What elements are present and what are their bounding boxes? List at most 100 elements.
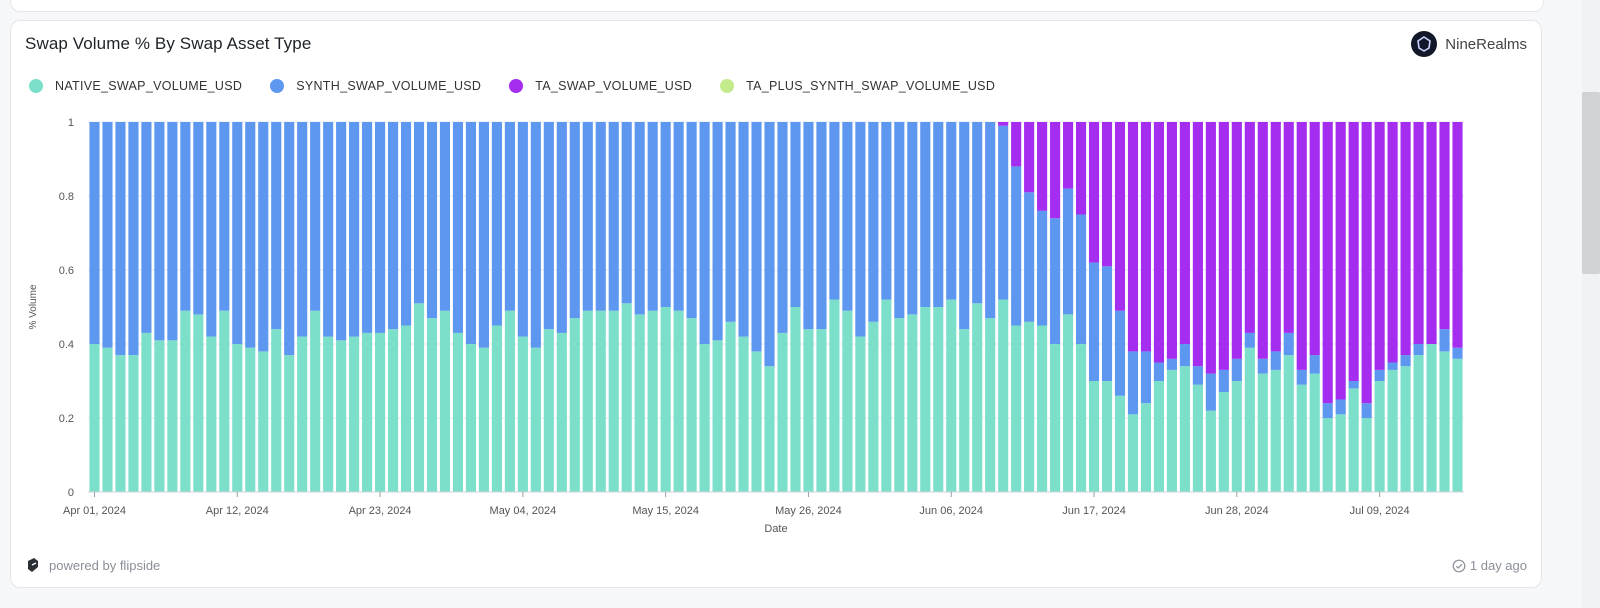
bar-segment (660, 122, 671, 307)
x-axis-title: Date (764, 523, 787, 535)
bar-segment (426, 318, 438, 492)
bar-segment (816, 329, 827, 492)
legend-item[interactable]: SYNTH_SWAP_VOLUME_USD (270, 79, 481, 93)
bar-segment (1374, 122, 1385, 370)
bar-segment (1257, 122, 1268, 359)
bar-segment (881, 122, 892, 300)
bar-segment (1088, 262, 1100, 381)
bar-segment (1037, 325, 1048, 492)
bar-segment (1024, 122, 1035, 193)
bar-segment (920, 307, 931, 492)
x-tick-label: May 15, 2024 (632, 505, 699, 517)
bar-segment (465, 344, 477, 492)
legend-item[interactable]: TA_SWAP_VOLUME_USD (509, 79, 692, 93)
bar-segment (621, 122, 632, 304)
bar-segment (232, 344, 243, 492)
bar-segment (180, 122, 191, 311)
bar-segment (504, 310, 515, 492)
brand[interactable]: NineRealms (1411, 31, 1527, 57)
x-tick-label: Jun 06, 2024 (919, 505, 983, 517)
bar-segment (1400, 355, 1411, 367)
bar-segment (712, 340, 723, 492)
bar-segment (465, 122, 477, 344)
bar-segment (803, 122, 814, 330)
bar-segment (1335, 414, 1346, 492)
bar-segment (245, 122, 256, 348)
bar-segment (1374, 369, 1385, 381)
bar-segment (829, 122, 840, 300)
bar-segment (1426, 122, 1437, 344)
bar-segment (128, 355, 139, 492)
bar-segment (323, 336, 334, 492)
bar-segment (504, 122, 515, 311)
bar-segment (1101, 122, 1113, 267)
bar-segment (699, 122, 710, 344)
bar-segment (673, 122, 684, 311)
bar-segment (1348, 381, 1359, 389)
bar-segment (790, 122, 801, 307)
bar-segment (478, 122, 489, 348)
bar-segment (1231, 122, 1242, 359)
bar-segment (284, 122, 295, 356)
bar-segment (102, 347, 113, 492)
bar-segment (128, 122, 139, 356)
bar-segment (1024, 321, 1035, 492)
bar-segment (245, 347, 256, 492)
bar-segment (1101, 381, 1113, 492)
legend-item[interactable]: NATIVE_SWAP_VOLUME_USD (29, 79, 242, 93)
bar-segment (634, 314, 645, 492)
bar-segment (413, 122, 425, 304)
bar-segment (1192, 366, 1203, 385)
bar-segment (452, 122, 464, 333)
bar-segment (1179, 122, 1190, 344)
bar-segment (1140, 122, 1152, 352)
bar-segment (985, 318, 996, 492)
bar-segment (1413, 122, 1424, 344)
bar-segment (154, 340, 165, 492)
updated-status: 1 day ago (1452, 558, 1527, 573)
bar-segment (1361, 418, 1372, 492)
bar-segment (907, 314, 918, 492)
page-scroll-track[interactable] (1582, 0, 1600, 608)
bar-segment (1153, 362, 1165, 381)
bar-segment (582, 310, 593, 492)
bar-segment (1413, 344, 1424, 356)
bar-segment (387, 122, 399, 330)
bar-segment (933, 307, 944, 492)
bar-segment (1335, 122, 1346, 400)
bar-segment (1114, 122, 1126, 311)
bar-segment (608, 122, 619, 311)
bar-segment (349, 336, 360, 492)
y-tick-label: 1 (68, 117, 74, 129)
legend-item[interactable]: TA_PLUS_SYNTH_SWAP_VOLUME_USD (720, 79, 995, 93)
bar-segment (323, 122, 334, 337)
bar-segment (1205, 122, 1216, 374)
bar-segment (167, 340, 178, 492)
bar-segment (855, 336, 866, 492)
page-scrollbar-thumb[interactable] (1582, 92, 1600, 274)
bar-segment (998, 125, 1009, 300)
bar-segment (647, 122, 658, 311)
bar-segment (349, 122, 360, 337)
bar-segment (180, 310, 191, 492)
bar-segment (1387, 362, 1398, 370)
bar-segment (933, 122, 944, 307)
chart-legend: NATIVE_SWAP_VOLUME_USD SYNTH_SWAP_VOLUME_… (29, 79, 995, 93)
bar-segment (310, 122, 321, 311)
bar-segment (1361, 122, 1372, 404)
bar-segment (1037, 210, 1048, 326)
bar-segment (1037, 122, 1048, 211)
bar-segment (764, 366, 775, 492)
bar-segment (621, 303, 632, 492)
bar-segment (1011, 166, 1022, 326)
bar-segment (686, 122, 697, 319)
bar-segment (712, 122, 723, 341)
bar-segment (271, 122, 282, 330)
bar-segment (556, 122, 567, 333)
bar-segment (478, 347, 489, 492)
powered-by[interactable]: powered by flipside (25, 557, 160, 573)
x-tick-label: Apr 01, 2024 (63, 505, 126, 517)
x-tick-label: Apr 12, 2024 (206, 505, 269, 517)
bar-segment (634, 122, 645, 315)
